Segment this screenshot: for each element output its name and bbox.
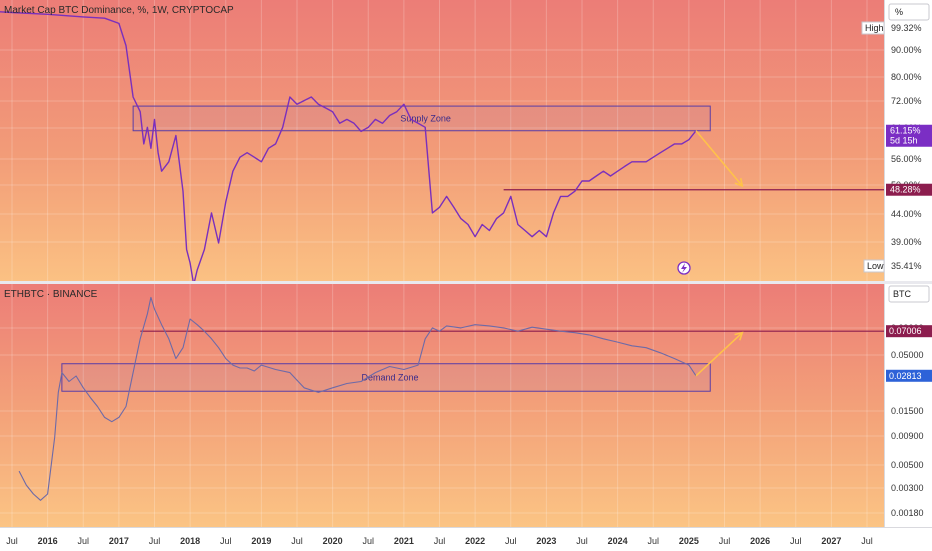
y-tick-label: 39.00%	[891, 237, 922, 247]
y-tick-label: 0.00500	[891, 460, 924, 470]
unit-btc-label: BTC	[893, 289, 912, 299]
lightning-bolt	[681, 263, 687, 273]
unit-btc-button[interactable]	[888, 285, 930, 303]
time-tick-label: 2018	[180, 536, 200, 546]
unit-percent-label: %	[895, 7, 903, 17]
time-tick-label: Jul	[6, 536, 18, 546]
time-tick-label: 2021	[394, 536, 414, 546]
y-tick-label: 80.00%	[891, 72, 922, 82]
y-tick-label: 0.00180	[891, 508, 924, 518]
btc-dominance-price-scale[interactable]: 90.00%80.00%72.00%64.00%56.00%50.00%44.0…	[884, 0, 932, 281]
current-price-value: 0.02813	[889, 371, 922, 381]
projection-arrow[interactable]	[695, 130, 743, 187]
low-value: 35.41%	[891, 261, 922, 271]
y-tick-label: 44.00%	[891, 209, 922, 219]
time-tick-label: 2024	[608, 536, 628, 546]
level-price-value: 48.28%	[890, 185, 921, 195]
time-tick-label: 2019	[251, 536, 271, 546]
time-tick-label: Jul	[719, 536, 731, 546]
y-tick-label: 0.05000	[891, 350, 924, 360]
gridlines	[0, 284, 884, 527]
projection-arrow[interactable]	[695, 332, 743, 377]
y-tick-label: 0.00900	[891, 431, 924, 441]
time-tick-label: Jul	[291, 536, 303, 546]
y-tick-label: 90.00%	[891, 45, 922, 55]
low-tag-label: Low	[867, 261, 884, 271]
current-price-badge	[886, 369, 932, 382]
time-tick-label: Jul	[149, 536, 161, 546]
gridlines	[0, 0, 884, 281]
time-tick-label: Jul	[434, 536, 446, 546]
unit-percent-button[interactable]	[888, 3, 930, 21]
btc-dominance-line	[0, 11, 697, 286]
ethbtc-title: ETHBTC · BINANCE	[4, 289, 98, 300]
ethbtc-chart[interactable]: Demand Zone	[0, 284, 884, 527]
bar-countdown: 5d 15h	[890, 136, 918, 146]
low-marker: Low	[863, 259, 885, 273]
supply-zone-label: Supply Zone	[400, 113, 451, 123]
time-tick-label: 2025	[679, 536, 699, 546]
time-tick-label: Jul	[77, 536, 89, 546]
time-tick-label: Jul	[505, 536, 517, 546]
ethbtc-line	[18, 296, 697, 501]
pane-divider[interactable]	[0, 281, 932, 284]
time-tick-label: 2027	[821, 536, 841, 546]
current-price-badge	[886, 124, 932, 147]
lightning-event-icon[interactable]	[677, 261, 691, 275]
btc-dominance-scale-labels: 90.00%80.00%72.00%64.00%56.00%50.00%44.0…	[886, 3, 932, 271]
btc-dominance-pane[interactable]: Supply Zone High Low Market Cap BTC Domina…	[0, 0, 885, 286]
current-price-value: 61.15%	[890, 126, 921, 136]
high-tag-label: High	[865, 23, 884, 33]
level-price-badge	[886, 325, 932, 338]
level-price-badge	[886, 183, 932, 196]
high-value: 99.32%	[891, 23, 922, 33]
time-axis[interactable]: Jul 2016 Jul 2017 Jul 2018 Jul 2019 Jul 2020 Jul 20…	[0, 527, 932, 551]
time-tick-label: 2020	[323, 536, 343, 546]
time-tick-label: Jul	[790, 536, 802, 546]
demand-zone-label: Demand Zone	[362, 372, 419, 382]
projection-arrowhead	[734, 331, 744, 341]
projection-arrowhead	[734, 178, 744, 188]
time-tick-label: 2023	[536, 536, 556, 546]
high-marker: High	[861, 21, 885, 35]
ethbtc-scale-labels: 0.090000.050000.015000.009000.005000.003…	[886, 285, 932, 518]
level-price-value: 0.07006	[889, 326, 922, 336]
time-tick-label: 2017	[109, 536, 129, 546]
y-tick-label: 72.00%	[891, 96, 922, 106]
time-tick-label: 2022	[465, 536, 485, 546]
time-tick-label: 2026	[750, 536, 770, 546]
time-tick-label: Jul	[861, 536, 873, 546]
y-tick-label: 0.01500	[891, 406, 924, 416]
y-tick-label: 56.00%	[891, 154, 922, 164]
time-tick-label: Jul	[576, 536, 588, 546]
btc-dominance-title: Market Cap BTC Dominance, %, 1W, CRYPTOC…	[4, 5, 234, 16]
ethbtc-pane[interactable]: Demand Zone ETHBTC · BINANCE	[0, 284, 884, 527]
btc-dominance-chart[interactable]: Supply Zone High Low	[0, 0, 885, 286]
time-tick-label: Jul	[362, 536, 374, 546]
time-tick-label: Jul	[220, 536, 232, 546]
time-tick-label: 2016	[38, 536, 58, 546]
ethbtc-price-scale[interactable]: 0.090000.050000.015000.009000.005000.003…	[884, 284, 932, 527]
y-tick-label: 0.00300	[891, 483, 924, 493]
time-axis-labels: Jul 2016 Jul 2017 Jul 2018 Jul 2019 Jul 2020 Jul 20…	[6, 536, 873, 546]
time-tick-label: Jul	[647, 536, 659, 546]
supply-zone[interactable]	[132, 105, 711, 132]
